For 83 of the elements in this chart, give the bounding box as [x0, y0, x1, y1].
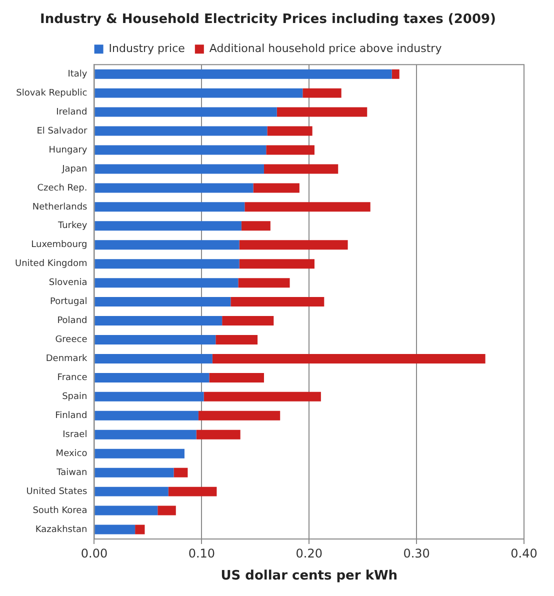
y-tick-label: Finland [55, 411, 88, 421]
bar [204, 392, 321, 402]
bar [168, 486, 217, 496]
x-axis-title: US dollar cents per kWh [220, 568, 398, 584]
bar [94, 278, 238, 288]
bar [222, 316, 274, 326]
y-tick-label: Slovak Republic [16, 88, 88, 98]
bar [94, 107, 277, 117]
y-tick-label: Spain [62, 392, 88, 402]
x-tick-label: 0.40 [510, 546, 538, 560]
y-tick-label: Portugal [50, 297, 88, 308]
bar [241, 221, 270, 231]
bar [94, 202, 245, 212]
y-tick-label: Greece [55, 335, 88, 346]
bar [94, 372, 210, 382]
bar [230, 297, 324, 307]
bar [209, 372, 264, 382]
x-tick-label: 0.20 [296, 546, 322, 560]
bar [239, 259, 314, 269]
bar [276, 107, 368, 117]
legend-label: Industry price [108, 42, 186, 55]
bar [94, 354, 212, 364]
y-tick-label: Slovenia [48, 278, 88, 288]
bar [94, 335, 216, 344]
bar [158, 506, 176, 516]
y-tick-label: Luxembourg [31, 240, 88, 250]
y-tick-label: Mexico [56, 448, 88, 459]
bar [239, 240, 348, 250]
y-tick-label: Kazakhstan [35, 524, 88, 535]
bar [94, 69, 392, 79]
y-tick-label: Czech Rep. [37, 183, 88, 194]
y-tick-label: Denmark [46, 354, 88, 364]
y-tick-label: Japan [61, 164, 88, 174]
y-tick-label: Hungary [48, 145, 88, 156]
bar [94, 448, 184, 458]
y-tick-label: Poland [57, 316, 88, 326]
bar [244, 202, 370, 212]
y-tick-label: Netherlands [32, 202, 88, 212]
bar [94, 392, 204, 402]
bar [238, 278, 290, 288]
bar [267, 126, 312, 136]
bar [392, 69, 400, 79]
bar [94, 221, 242, 231]
y-tick-label: France [57, 373, 88, 384]
bar [264, 164, 338, 174]
y-tick-label: Turkey [56, 221, 88, 232]
y-tick-label: United States [26, 486, 88, 497]
y-tick-label: Ireland [56, 107, 88, 118]
x-tick-label: 0.10 [188, 546, 216, 560]
y-tick-label: El Salvador [36, 126, 88, 136]
y-tick-label: Italy [68, 69, 88, 80]
bar [94, 297, 231, 307]
bar [94, 524, 136, 534]
bar [94, 410, 198, 420]
bar [174, 468, 188, 478]
bar [302, 88, 342, 98]
bar [94, 316, 222, 326]
bar [94, 88, 303, 98]
bar [94, 126, 268, 136]
bar [94, 164, 264, 174]
legend-label: Additional household price above industry [209, 42, 442, 55]
bar [196, 430, 240, 440]
bar [198, 410, 280, 420]
y-tick-label: Taiwan [56, 468, 88, 478]
y-tick-label: Israel [62, 430, 88, 440]
x-tick-label: 0.00 [80, 546, 108, 560]
bar [212, 354, 486, 364]
bar [94, 259, 240, 269]
y-tick-label: South Korea [32, 506, 88, 516]
x-tick-label: 0.30 [403, 546, 430, 560]
bar [94, 430, 196, 440]
bar [253, 183, 300, 193]
bar [94, 468, 174, 478]
bar [266, 145, 314, 155]
y-tick-label: United Kingdom [14, 259, 88, 270]
chart-title: Industry & Household Electricity Prices including taxes (2009) [40, 12, 496, 28]
bar [94, 240, 240, 250]
bar [94, 145, 266, 155]
bar [135, 524, 145, 534]
bar [94, 486, 168, 496]
bar [216, 335, 258, 344]
bar [94, 183, 254, 193]
bar [94, 506, 158, 516]
